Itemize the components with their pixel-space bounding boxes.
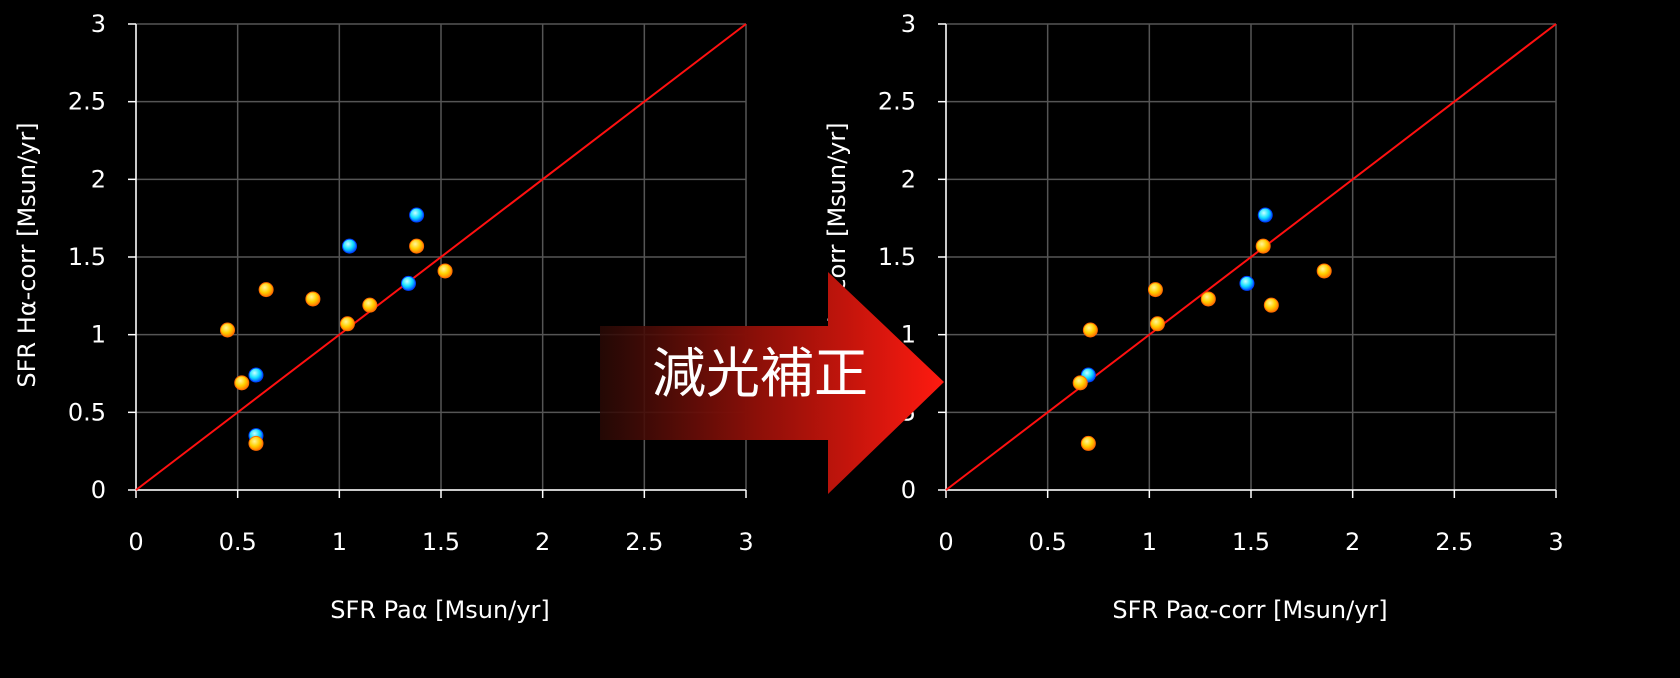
data-point-cyan — [248, 367, 264, 383]
y-tick-label: 3 — [901, 10, 916, 38]
data-point-gold — [1200, 291, 1216, 307]
y-tick-label: 0 — [901, 476, 916, 504]
y-tick-labels: 0 0.5 1 1.5 2 2.5 3 — [68, 10, 106, 504]
scatter-chart-right: 0 0.5 1 1.5 2 2.5 3 0 0.5 1 1.5 2 2.5 3 SFR Paα-corr… — [823, 10, 1564, 624]
scatter-chart-left: 0 0.5 1 1.5 2 2.5 3 0 0.5 1 1.5 2 2.5 3 SFR Paα [Msu… — [13, 10, 754, 624]
y-tick-label: 2 — [91, 165, 106, 193]
data-point-gold — [362, 297, 378, 313]
x-tick-label: 1 — [332, 528, 347, 556]
y-tick-label: 2.5 — [878, 88, 916, 116]
data-point-gold — [1149, 316, 1165, 332]
y-tick-label: 2 — [901, 165, 916, 193]
data-point-gold — [234, 375, 250, 391]
x-axis-title: SFR Paα [Msun/yr] — [330, 596, 549, 624]
data-points — [1072, 207, 1332, 451]
data-point-gold — [1316, 263, 1332, 279]
x-tick-label: 0.5 — [219, 528, 257, 556]
x-tick-label: 3 — [1548, 528, 1563, 556]
x-tick-label: 3 — [738, 528, 753, 556]
data-point-gold — [1080, 435, 1096, 451]
y-tick-label: 3 — [91, 10, 106, 38]
diagonal-line — [135, 23, 747, 491]
data-point-gold — [1255, 238, 1271, 254]
x-tick-label: 0 — [128, 528, 143, 556]
data-points — [220, 207, 453, 451]
x-tick-labels: 0 0.5 1 1.5 2 2.5 3 — [128, 528, 753, 556]
arrow-label: 減光補正 — [652, 342, 868, 405]
x-tick-label: 0 — [938, 528, 953, 556]
x-axis-title: SFR Paα-corr [Msun/yr] — [1112, 596, 1387, 624]
x-tick-label: 2 — [535, 528, 550, 556]
data-point-gold — [258, 282, 274, 298]
one-to-one-line — [135, 23, 747, 491]
data-point-cyan — [400, 275, 416, 291]
data-point-gold — [437, 263, 453, 279]
data-point-cyan — [1239, 275, 1255, 291]
y-tick-label: 0.5 — [68, 398, 106, 426]
data-point-gold — [1147, 282, 1163, 298]
diagonal-line — [945, 23, 1557, 491]
data-point-gold — [1072, 375, 1088, 391]
y-axis-title: SFR Hα-corr [Msun/yr] — [13, 122, 41, 387]
data-point-gold — [248, 435, 264, 451]
x-tick-label: 2.5 — [625, 528, 663, 556]
arrow-shape — [600, 272, 944, 494]
x-tick-label: 0.5 — [1029, 528, 1067, 556]
correction-arrow: 減光補正 — [600, 272, 944, 494]
data-point-cyan — [342, 238, 357, 254]
y-tick-label: 1.5 — [878, 243, 916, 271]
y-tick-label: 1 — [91, 321, 106, 349]
axes — [938, 23, 1557, 498]
x-tick-label: 1.5 — [1232, 528, 1270, 556]
data-point-cyan — [1257, 207, 1273, 223]
data-point-gold — [1263, 297, 1279, 313]
x-tick-labels: 0 0.5 1 1.5 2 2.5 3 — [938, 528, 1563, 556]
data-point-gold — [305, 291, 321, 307]
x-tick-label: 1.5 — [422, 528, 460, 556]
data-point-gold — [339, 316, 355, 332]
y-tick-label: 1.5 — [68, 243, 106, 271]
axes — [128, 23, 747, 498]
y-tick-label: 2.5 — [68, 88, 106, 116]
data-point-gold — [409, 238, 425, 254]
y-tick-label: 1 — [901, 321, 916, 349]
data-point-gold — [1082, 322, 1098, 338]
data-point-gold — [220, 322, 235, 338]
one-to-one-line — [945, 23, 1557, 491]
y-tick-label: 0 — [91, 476, 106, 504]
data-point-cyan — [409, 207, 425, 223]
x-tick-label: 2.5 — [1435, 528, 1473, 556]
x-tick-label: 1 — [1142, 528, 1157, 556]
x-tick-label: 2 — [1345, 528, 1360, 556]
